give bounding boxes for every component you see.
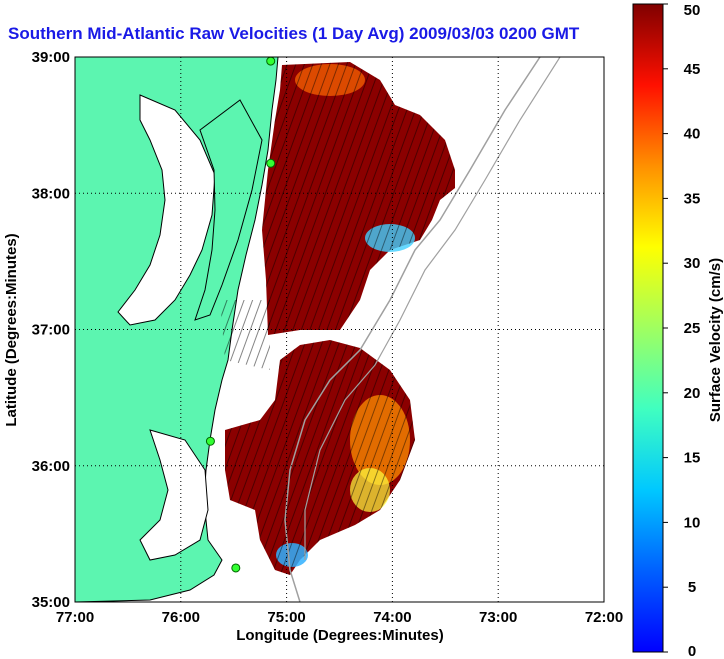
colorbar-tick-label: 15 [684, 450, 701, 467]
x-tick-label: 73:00 [479, 609, 517, 626]
y-tick-labels: 39:00 38:00 37:00 36:00 35:00 [32, 49, 70, 611]
bathymetry-contour [284, 57, 541, 602]
chart-title: Southern Mid-Atlantic Raw Velocities (1 … [8, 24, 580, 43]
radar-site-marker [205, 436, 215, 446]
velocity-vectors-north [262, 62, 455, 335]
colorbar-tick-labels: 0 5 10 15 20 25 30 35 40 45 50 [663, 2, 700, 659]
x-tick-label: 74:00 [373, 609, 411, 626]
velocity-vectors-south [225, 340, 415, 575]
colorbar-tick-label: 25 [684, 320, 701, 337]
delmarva-peninsula [194, 99, 263, 321]
colorbar-tick-label: 10 [684, 514, 701, 531]
y-tick-label: 36:00 [32, 458, 70, 475]
plot-frame [74, 56, 605, 603]
colorbar-tick-label: 35 [684, 190, 701, 207]
y-tick-label: 37:00 [32, 322, 70, 339]
x-axis-label: Longitude (Degrees:Minutes) [236, 627, 444, 644]
colorbar-gradient [632, 3, 664, 653]
colorbar-tick-label: 20 [684, 385, 701, 402]
colorbar: 0 5 10 15 20 25 30 35 40 45 50 Surface Velocity (c… [632, 2, 724, 659]
colorbar-tick-label: 45 [684, 61, 701, 78]
pamlico-sound [139, 429, 209, 561]
radar-site-marker [266, 158, 276, 168]
y-tick-label: 35:00 [32, 594, 70, 611]
plot-area [74, 56, 605, 603]
colorbar-tick-label: 0 [688, 643, 696, 659]
y-axis-label: Latitude (Degrees:Minutes) [3, 233, 20, 426]
colorbar-tick-label: 30 [684, 255, 701, 272]
x-tick-label: 77:00 [56, 609, 94, 626]
colorbar-label: Surface Velocity (cm/s) [707, 258, 724, 422]
colorbar-tick-label: 50 [684, 2, 701, 19]
colorbar-tick-label: 5 [688, 579, 696, 596]
radar-site-marker [266, 56, 276, 66]
radar-site-marker [231, 563, 241, 573]
colorbar-tick-label: 40 [684, 126, 701, 143]
bathymetry-contour-2 [304, 57, 561, 560]
radar-sites [205, 56, 276, 573]
x-tick-labels: 77:00 76:00 75:00 74:00 73:00 72:00 [56, 609, 623, 626]
y-tick-label: 38:00 [32, 185, 70, 202]
x-tick-label: 76:00 [162, 609, 200, 626]
x-tick-label: 72:00 [585, 609, 623, 626]
velocity-vectors-offshore [220, 300, 270, 370]
grid-lines [75, 57, 604, 602]
x-tick-label: 75:00 [267, 609, 305, 626]
y-tick-label: 39:00 [32, 49, 70, 66]
